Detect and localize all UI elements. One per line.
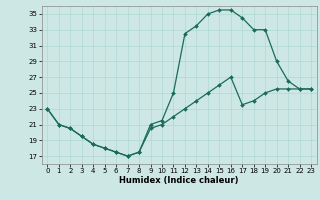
X-axis label: Humidex (Indice chaleur): Humidex (Indice chaleur) [119, 176, 239, 185]
